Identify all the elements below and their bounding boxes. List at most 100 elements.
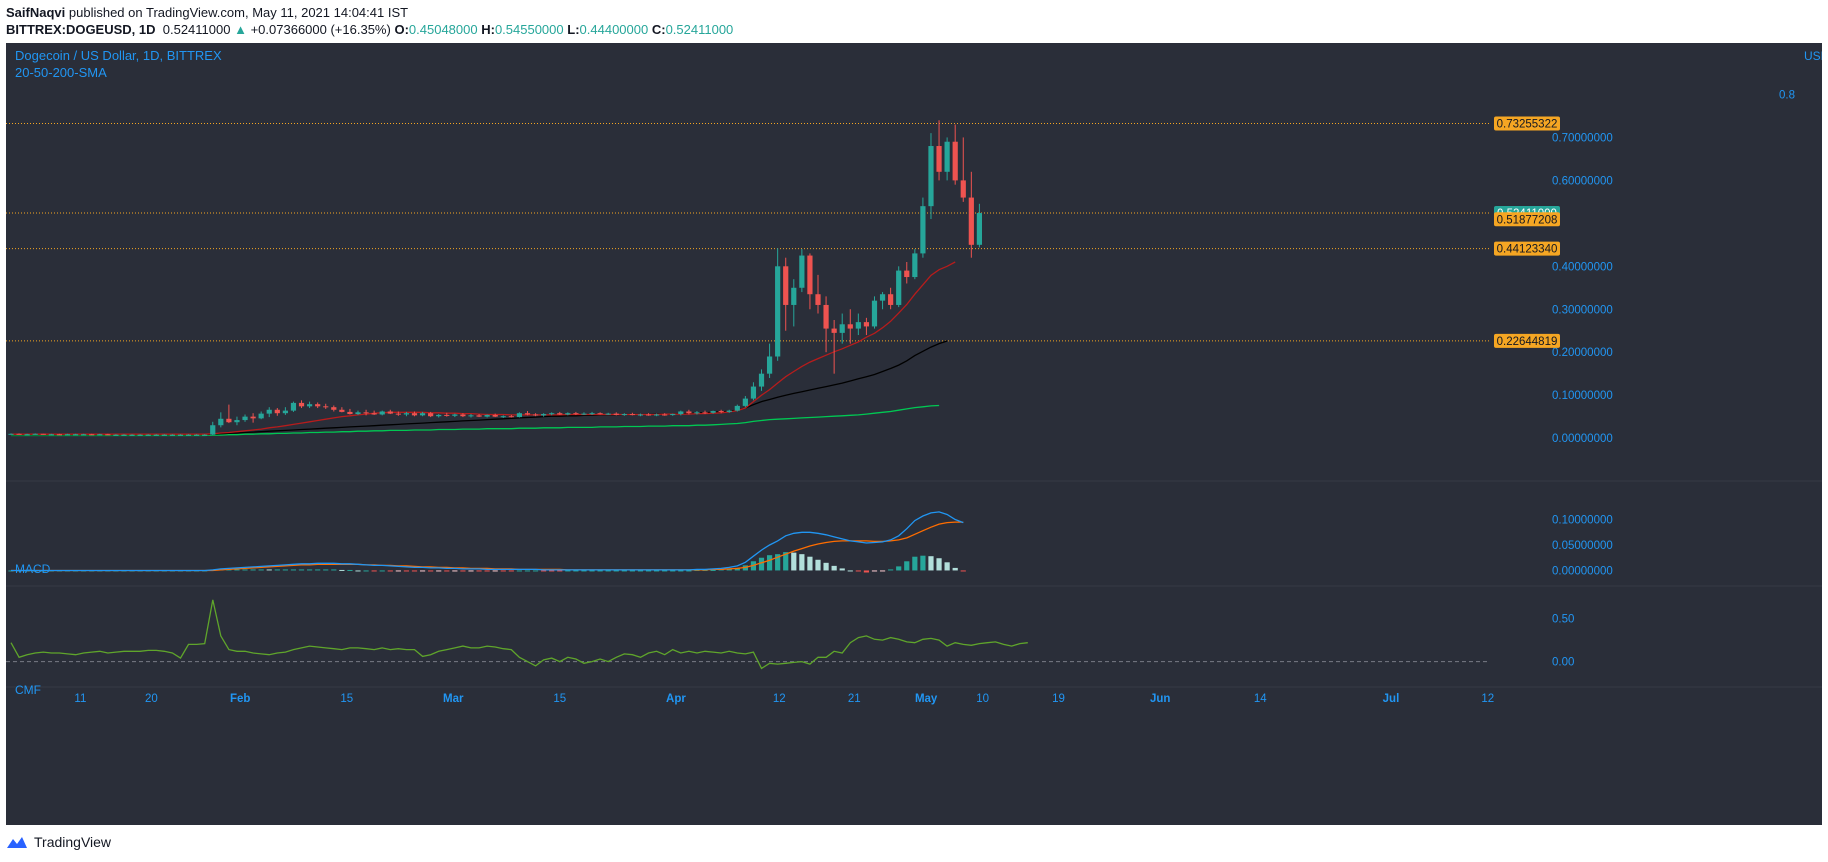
candle-body (613, 413, 619, 415)
macd-histogram-bar (912, 556, 918, 571)
macd-histogram-bar (323, 569, 329, 571)
cmf-pane-title: CMF (15, 683, 41, 697)
candle (799, 249, 805, 293)
candle-body (16, 433, 22, 435)
macd-pane[interactable]: 0.10000000 0.05000000 0.00000000 (6, 480, 1822, 577)
cmf-y-tick-label: 0.00 (1552, 657, 1574, 669)
candle (718, 409, 724, 414)
candle (444, 412, 450, 417)
cmf-pane[interactable]: 0.50 0.00 (6, 585, 1822, 670)
candle-body (831, 328, 837, 333)
candle (185, 434, 192, 436)
macd-histogram-bar (871, 570, 878, 572)
time-axis[interactable]: 11 20 Feb 15 Mar 15 Apr 12 21 May 10 19 Jun 14 Jul 12 (6, 686, 1822, 705)
x-tick-label: 14 (1254, 693, 1267, 705)
x-tick-label: May (915, 693, 938, 705)
candle (395, 411, 401, 416)
candle-body (541, 414, 547, 416)
candle (492, 413, 498, 418)
macd-histogram-bar (879, 570, 886, 572)
candle (97, 433, 103, 436)
candle (637, 413, 644, 417)
candle (734, 404, 740, 412)
candle-body (298, 402, 305, 407)
candle (452, 413, 458, 418)
candle (976, 203, 982, 248)
candle (194, 434, 200, 436)
macd-histogram-bar (557, 570, 563, 572)
published-text: published on TradingView.com, May 11, 20… (68, 5, 409, 20)
macd-histogram-bar (952, 567, 958, 571)
macd-histogram-bar (468, 570, 474, 572)
chart-background (6, 43, 1822, 825)
macd-histogram-bar (428, 570, 434, 572)
candle-body (226, 418, 232, 423)
candle-body (654, 414, 660, 416)
low-value: 0.44400000 (579, 22, 649, 37)
candle (363, 409, 369, 416)
candle-body (968, 197, 974, 245)
candle-body (581, 413, 587, 415)
candle-body (871, 300, 878, 327)
currency-label: USD (1804, 49, 1822, 63)
candle-body (137, 434, 143, 436)
price-label-tag (1494, 116, 1560, 131)
x-tick-label: 21 (848, 693, 861, 705)
candle (605, 412, 611, 415)
candle (121, 434, 127, 436)
macd-histogram-bar (387, 570, 393, 572)
price-label-text: 0.44123340 (1497, 244, 1558, 256)
candle-body (565, 413, 571, 415)
candle (210, 421, 216, 436)
macd-histogram-bar (306, 569, 313, 571)
candle-body (863, 322, 870, 327)
macd-histogram-bar (734, 567, 740, 571)
candle (726, 409, 732, 413)
candle (298, 400, 305, 409)
candle-body (315, 404, 321, 407)
candle (742, 396, 748, 408)
macd-histogram-bar (339, 569, 345, 571)
macd-histogram-bar (791, 552, 797, 571)
x-tick-label: Feb (230, 693, 250, 705)
close-value: 0.52411000 (665, 22, 734, 37)
candle (387, 409, 393, 415)
candle-body (734, 405, 740, 411)
macd-histogram-bar (395, 570, 401, 572)
candle-body (791, 287, 797, 305)
candle (936, 120, 942, 181)
last-price: 0.52411000 (162, 22, 231, 37)
candle-body (379, 411, 385, 415)
publisher-name[interactable]: SaifNaqvi (6, 5, 66, 20)
macd-histogram-bar (839, 568, 845, 571)
candle-body (621, 414, 627, 416)
macd-histogram-bar (355, 570, 361, 572)
macd-histogram-bar (621, 570, 627, 572)
chart-canvas[interactable]: 0.8 0.70000000 0.60000000 0.40000000 0.30000… (6, 43, 1822, 825)
price-label-text: 0.51877208 (1497, 214, 1558, 226)
candle (56, 433, 63, 436)
candle (355, 410, 361, 415)
candle (153, 434, 159, 436)
macd-histogram-bar (371, 570, 377, 572)
macd-histogram-bar (298, 569, 305, 571)
tradingview-footer[interactable]: TradingView (6, 834, 111, 850)
candle-body (702, 412, 708, 414)
candle (72, 433, 79, 436)
macd-histogram-bar (629, 570, 635, 572)
macd-histogram-bar (758, 557, 765, 571)
candle-body (629, 414, 635, 416)
candle-body (976, 213, 982, 245)
price-pane[interactable]: 0.8 0.70000000 0.60000000 0.40000000 0.30000… (6, 89, 1795, 445)
candle (613, 412, 619, 416)
candle-body (355, 412, 361, 415)
candle-body (508, 416, 514, 418)
candle-body (218, 418, 224, 426)
candle (888, 287, 894, 310)
candle (702, 410, 708, 415)
candle (250, 413, 256, 423)
candle-body (290, 402, 297, 411)
macd-histogram-bar (775, 554, 781, 571)
candle-body (799, 255, 805, 288)
macd-histogram-bar (654, 570, 660, 572)
